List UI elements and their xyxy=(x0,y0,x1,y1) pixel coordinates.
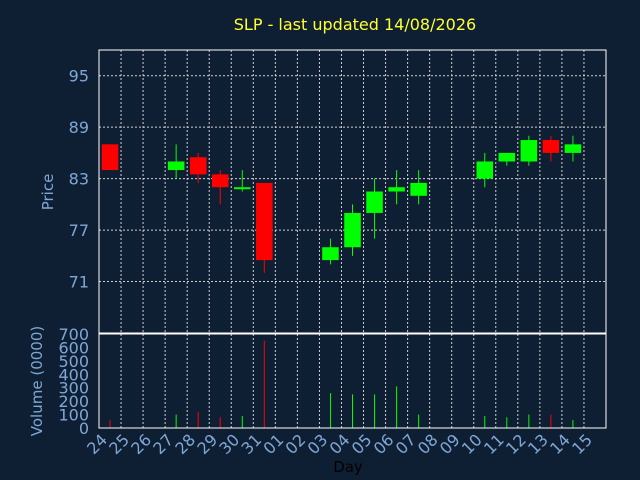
candle-body xyxy=(366,191,383,213)
x-axis-label: Day xyxy=(333,458,363,476)
candle-body xyxy=(476,161,494,179)
candle-body xyxy=(101,144,119,171)
candle-body xyxy=(388,187,405,192)
price-tick-label: 95 xyxy=(69,67,89,86)
candle-body xyxy=(520,140,538,162)
volume-tick-label: 300 xyxy=(58,379,89,398)
volume-tick-label: 0 xyxy=(79,419,89,438)
price-frame xyxy=(98,49,607,334)
volume-tick-label: 600 xyxy=(58,338,89,357)
candle-body xyxy=(498,152,516,162)
candle-body xyxy=(256,182,273,261)
price-tick-label: 83 xyxy=(69,170,89,189)
candle-body xyxy=(234,187,251,190)
x-axis: 2425262728293031010203040506070809101112… xyxy=(83,430,596,458)
price-tick-label: 89 xyxy=(69,118,89,137)
candle-body xyxy=(211,174,229,188)
volume-tick-label: 100 xyxy=(58,406,89,425)
volume-frame xyxy=(98,333,607,429)
price-panel: 71 77 83 89 95 xyxy=(69,49,607,334)
candle-body xyxy=(410,182,427,196)
price-tick-label: 77 xyxy=(69,221,89,240)
volume-tick-label: 200 xyxy=(58,392,89,411)
price-axis-label: Price xyxy=(39,174,57,211)
chart-title: SLP - last updated 14/08/2026 xyxy=(234,15,476,34)
candle-body xyxy=(167,161,185,171)
volume-axis-label: Volume (0000) xyxy=(28,326,46,436)
candle-body xyxy=(322,247,339,261)
x-tick-label: 15 xyxy=(568,430,596,458)
volume-tick-label: 500 xyxy=(58,352,89,371)
volume-tick-label: 700 xyxy=(58,325,89,344)
candle-body xyxy=(542,140,560,153)
volume-tick-label: 400 xyxy=(58,365,89,384)
candle-body xyxy=(344,212,361,248)
price-tick-label: 71 xyxy=(69,273,89,292)
candle-body xyxy=(564,144,582,153)
candle-body xyxy=(189,157,207,175)
